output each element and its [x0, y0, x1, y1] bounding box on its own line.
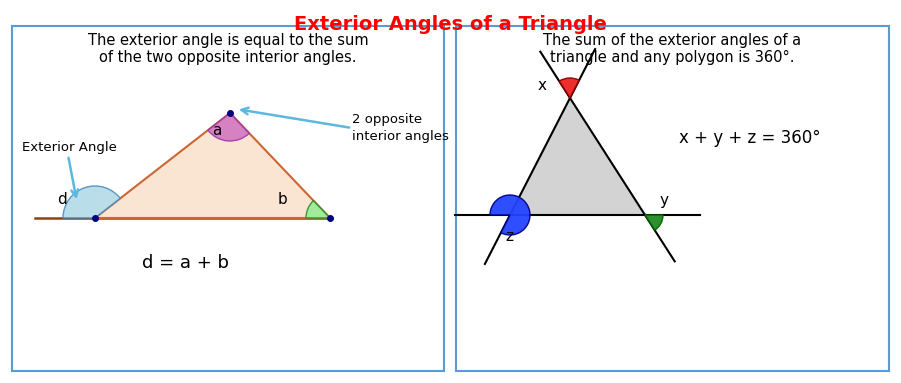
Wedge shape	[645, 215, 663, 230]
FancyBboxPatch shape	[12, 26, 444, 371]
Text: of the two opposite interior angles.: of the two opposite interior angles.	[99, 50, 357, 65]
Text: z: z	[505, 229, 513, 244]
Text: d: d	[57, 192, 67, 207]
Text: d = a + b: d = a + b	[141, 254, 229, 272]
Polygon shape	[510, 98, 645, 215]
Wedge shape	[63, 186, 120, 218]
Text: x + y + z = 360°: x + y + z = 360°	[679, 129, 821, 147]
Wedge shape	[208, 113, 250, 141]
Text: a: a	[212, 123, 222, 138]
Text: x: x	[538, 78, 547, 93]
Wedge shape	[490, 195, 530, 235]
Text: Exterior Angle: Exterior Angle	[22, 141, 117, 154]
Text: The sum of the exterior angles of a: The sum of the exterior angles of a	[543, 33, 801, 48]
Text: Exterior Angles of a Triangle: Exterior Angles of a Triangle	[294, 15, 606, 34]
Polygon shape	[95, 113, 330, 218]
Text: triangle and any polygon is 360°.: triangle and any polygon is 360°.	[550, 50, 795, 65]
Wedge shape	[560, 78, 579, 98]
Text: The exterior angle is equal to the sum: The exterior angle is equal to the sum	[87, 33, 369, 48]
Wedge shape	[306, 201, 330, 218]
FancyBboxPatch shape	[456, 26, 889, 371]
Text: y: y	[659, 193, 668, 208]
Text: 2 opposite
interior angles: 2 opposite interior angles	[352, 113, 449, 143]
Text: b: b	[278, 192, 287, 207]
